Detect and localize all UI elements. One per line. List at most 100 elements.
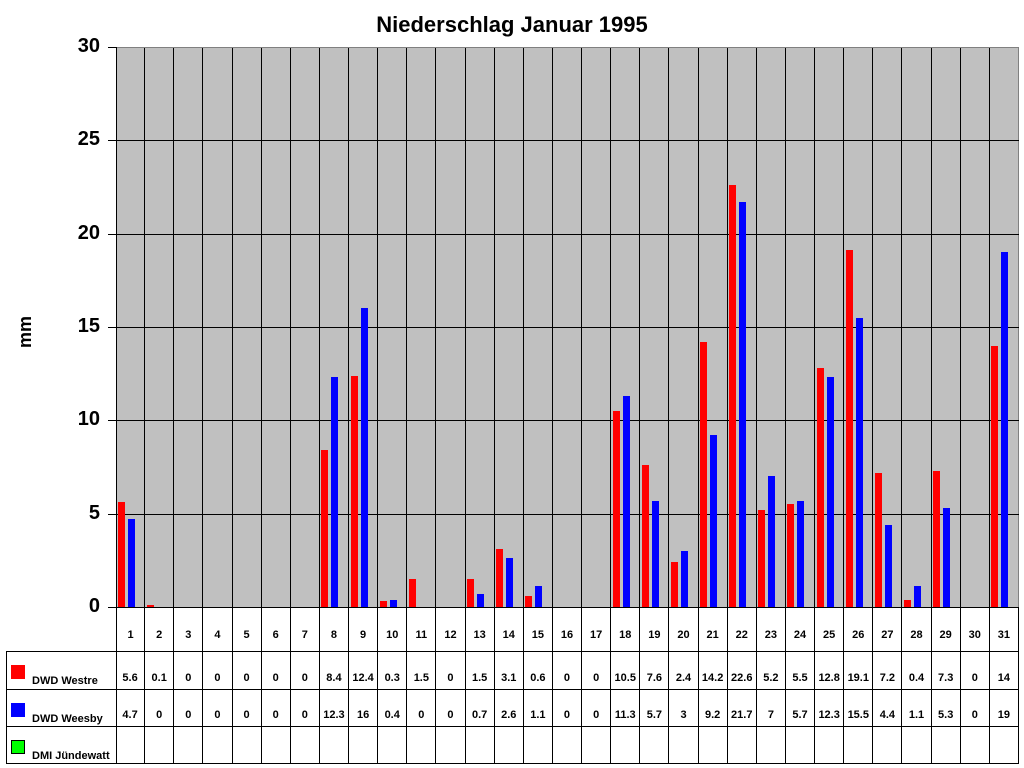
bar-dwd-westre-day-10 <box>379 601 387 607</box>
bar-dwd-westre-day-28 <box>903 599 911 607</box>
table-cell <box>495 726 524 763</box>
bar-dwd-weesby-day-24 <box>797 500 805 607</box>
bar-dwd-westre-day-13 <box>467 579 475 607</box>
table-cell <box>990 726 1019 763</box>
bar-dwd-weesby-day-10 <box>389 599 397 607</box>
table-cell: 12.8 <box>815 651 845 689</box>
y-tick-label: 30 <box>77 35 100 57</box>
bar-dwd-westre-day-2 <box>146 605 154 607</box>
category-label: 28 <box>902 607 932 651</box>
table-cell <box>203 726 233 763</box>
table-cell <box>291 726 320 763</box>
table-cell: 12.3 <box>815 689 845 726</box>
v-gridline <box>202 48 204 608</box>
table-cell: 2.4 <box>669 651 699 689</box>
chart-title: Niederschlag Januar 1995 <box>376 12 648 37</box>
legend-label: DWD Westre <box>32 675 98 687</box>
table-cell <box>349 726 379 763</box>
y-tick-mark <box>108 140 116 142</box>
table-cell <box>582 726 612 763</box>
h-gridline <box>116 140 1019 142</box>
table-cell: 5.2 <box>757 651 786 689</box>
table-cell: 5.3 <box>932 689 961 726</box>
bar-dwd-weesby-day-25 <box>826 377 834 607</box>
table-cell <box>815 726 845 763</box>
bar-dwd-westre-day-29 <box>933 470 941 607</box>
table-cell: 3 <box>669 689 699 726</box>
bar-dwd-westre-day-11 <box>408 579 416 607</box>
category-label: 13 <box>466 607 495 651</box>
category-label: 21 <box>699 607 728 651</box>
category-label: 16 <box>553 607 583 651</box>
bar-dwd-weesby-day-21 <box>710 435 718 607</box>
bar-dwd-weesby-day-29 <box>943 508 951 607</box>
category-label: 1 <box>116 607 146 651</box>
v-gridline <box>959 48 961 608</box>
bar-dwd-westre-day-18 <box>612 411 620 607</box>
y-tick-mark <box>108 420 116 422</box>
table-cell <box>961 726 990 763</box>
table-cell: 14.2 <box>699 651 728 689</box>
table-cell: 0 <box>233 689 262 726</box>
bar-dwd-westre-day-27 <box>874 472 882 607</box>
legend-key-dwd-westre <box>11 665 25 679</box>
table-cell: 10.5 <box>611 651 641 689</box>
v-gridline <box>289 48 291 608</box>
bar-dwd-westre-day-20 <box>670 562 678 607</box>
bar-dwd-westre-day-9 <box>350 375 358 607</box>
table-cell: 16 <box>349 689 379 726</box>
v-gridline <box>348 48 350 608</box>
legend-key-dmi-j-ndewatt <box>11 740 25 754</box>
table-cell: 0 <box>233 651 262 689</box>
y-tick-label: 20 <box>77 221 100 244</box>
category-label: 23 <box>757 607 786 651</box>
table-cell: 19.1 <box>844 651 874 689</box>
table-cell: 22.6 <box>728 651 757 689</box>
v-gridline <box>231 48 233 608</box>
table-cell: 0 <box>553 689 583 726</box>
table-cell: 19 <box>990 689 1019 726</box>
legend-label: DWD Weesby <box>32 713 103 725</box>
bar-dwd-westre-day-15 <box>525 595 533 607</box>
v-gridline <box>755 48 757 608</box>
category-label: 24 <box>786 607 816 651</box>
v-gridline <box>551 48 553 608</box>
v-gridline <box>814 48 816 608</box>
table-cell: 12.3 <box>320 689 350 726</box>
v-gridline <box>872 48 874 608</box>
v-gridline <box>318 48 320 608</box>
v-gridline <box>377 48 379 608</box>
category-label: 30 <box>961 607 990 651</box>
table-cell: 9.2 <box>699 689 728 726</box>
table-cell: 0 <box>553 651 583 689</box>
bar-dwd-westre-day-19 <box>641 465 649 607</box>
table-cell: 4.7 <box>116 689 146 726</box>
table-cell: 5.5 <box>786 651 816 689</box>
table-cell: 0.4 <box>378 689 408 726</box>
v-gridline <box>930 48 932 608</box>
category-label: 4 <box>203 607 233 651</box>
table-cell <box>233 726 262 763</box>
category-label: 27 <box>873 607 903 651</box>
table-cell: 4.4 <box>873 689 903 726</box>
table-cell: 15.5 <box>844 689 874 726</box>
bar-dwd-weesby-day-1 <box>127 519 135 607</box>
category-label: 7 <box>291 607 320 651</box>
table-cell <box>873 726 903 763</box>
table-cell <box>669 726 699 763</box>
category-label: 26 <box>844 607 874 651</box>
v-gridline <box>610 48 612 608</box>
bar-dwd-westre-day-1 <box>117 502 125 607</box>
table-cell: 0 <box>291 651 320 689</box>
v-gridline <box>668 48 670 608</box>
y-tick-label: 15 <box>77 315 100 337</box>
table-cell: 0 <box>436 689 466 726</box>
category-label: 12 <box>436 607 466 651</box>
h-gridline <box>116 513 1019 515</box>
bar-dwd-weesby-day-13 <box>477 593 485 607</box>
category-label: 18 <box>611 607 641 651</box>
bar-dwd-westre-day-14 <box>496 549 504 607</box>
bar-dwd-westre-day-21 <box>700 341 708 607</box>
table-cell: 0 <box>961 651 990 689</box>
table-cell <box>699 726 728 763</box>
